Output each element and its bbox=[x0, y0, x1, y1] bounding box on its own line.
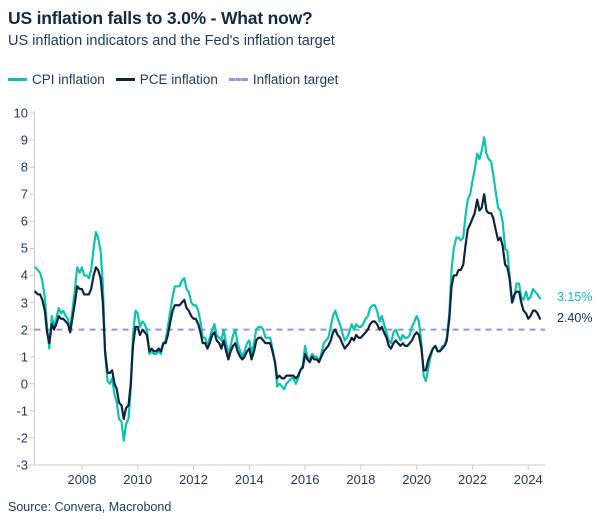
y-tick-label: 4 bbox=[20, 267, 28, 283]
cpi-value-label: 3.15% bbox=[557, 290, 593, 305]
page-subtitle: US inflation indicators and the Fed's in… bbox=[8, 33, 335, 49]
x-tick-label: 2018 bbox=[346, 472, 376, 487]
x-tick-label: 2012 bbox=[179, 472, 208, 487]
legend-item-pce[interactable]: PCE inflation bbox=[115, 72, 218, 87]
y-tick-label: 2 bbox=[20, 322, 28, 338]
y-tick-label: -2 bbox=[16, 430, 28, 446]
legend-item-cpi[interactable]: CPI inflation bbox=[8, 72, 105, 87]
y-tick-label: 5 bbox=[20, 240, 28, 256]
y-tick-label: 3 bbox=[20, 295, 28, 311]
x-tick-label: 2016 bbox=[290, 472, 320, 487]
x-tick-label: 2022 bbox=[458, 472, 487, 487]
legend-label-cpi: CPI inflation bbox=[32, 72, 105, 87]
source-note: Source: Convera, Macrobond bbox=[8, 500, 172, 514]
x-tick-label: 2014 bbox=[234, 472, 264, 487]
y-tick-label: -1 bbox=[16, 403, 28, 419]
legend-item-target[interactable]: Inflation target bbox=[228, 72, 339, 87]
x-tick-label: 2020 bbox=[402, 472, 432, 487]
x-tick-label: 2024 bbox=[513, 472, 543, 487]
y-tick-label: 9 bbox=[20, 132, 28, 148]
y-tick-label: 7 bbox=[20, 186, 28, 202]
x-tick-label: 2008 bbox=[67, 472, 97, 487]
chart-legend: CPI inflation PCE inflation Inflation ta… bbox=[8, 72, 349, 87]
y-tick-label: 6 bbox=[20, 213, 28, 229]
pce-value-label: 2.40% bbox=[557, 310, 593, 325]
line-swatch-icon bbox=[8, 78, 27, 81]
y-tick-label: 10 bbox=[13, 105, 28, 121]
y-axis: 10 9 8 7 6 5 4 3 2 1 0 -1 -2 -3 bbox=[0, 0, 28, 529]
legend-label-target: Inflation target bbox=[252, 72, 339, 87]
x-tick-label: 2010 bbox=[123, 472, 153, 487]
y-tick-label: 0 bbox=[20, 376, 28, 392]
y-tick-label: 8 bbox=[20, 159, 28, 175]
page-title: US inflation falls to 3.0% - What now? bbox=[8, 8, 313, 28]
y-tick-label: -3 bbox=[16, 457, 28, 473]
legend-label-pce: PCE inflation bbox=[139, 72, 218, 87]
dashed-line-swatch-icon bbox=[228, 78, 248, 81]
line-swatch-icon bbox=[115, 78, 135, 81]
y-tick-label: 1 bbox=[20, 349, 28, 365]
